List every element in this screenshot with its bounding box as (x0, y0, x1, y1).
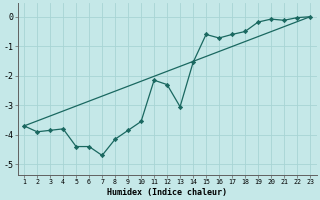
X-axis label: Humidex (Indice chaleur): Humidex (Indice chaleur) (107, 188, 227, 197)
